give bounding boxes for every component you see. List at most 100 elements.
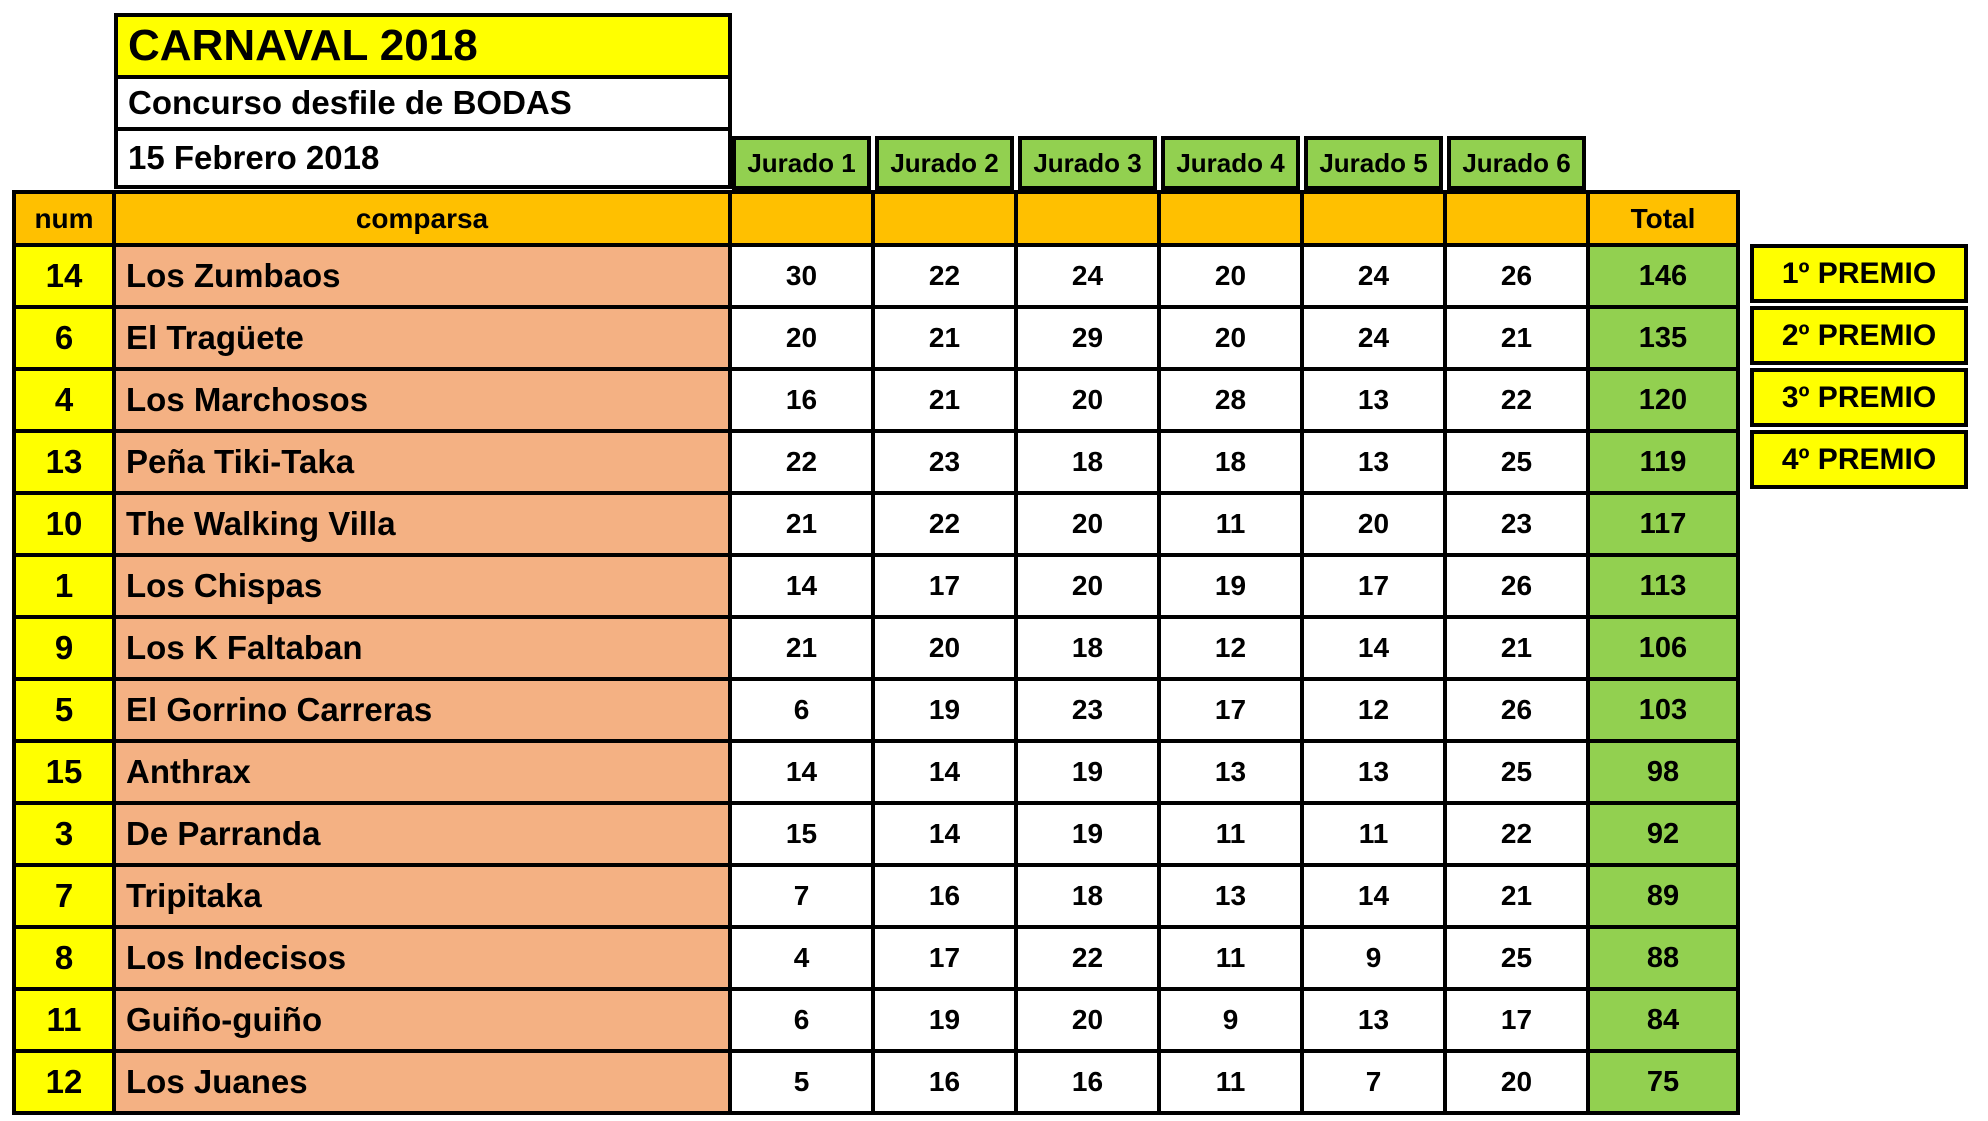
score-cell-jurado-3[interactable]: 20 (1018, 557, 1157, 615)
score-cell-jurado-5[interactable]: 14 (1304, 867, 1443, 925)
score-cell-jurado-6[interactable]: 26 (1447, 681, 1586, 739)
col-header-jurado-spacer[interactable] (875, 194, 1014, 243)
row-num[interactable]: 6 (16, 309, 112, 367)
score-cell-jurado-4[interactable]: 20 (1161, 309, 1300, 367)
score-cell-jurado-4[interactable]: 20 (1161, 247, 1300, 305)
jurado-header-4[interactable]: Jurado 4 (1161, 136, 1300, 190)
score-cell-jurado-3[interactable]: 23 (1018, 681, 1157, 739)
score-cell-jurado-6[interactable]: 22 (1447, 805, 1586, 863)
score-cell-jurado-6[interactable]: 17 (1447, 991, 1586, 1049)
score-cell-jurado-2[interactable]: 17 (875, 929, 1014, 987)
score-cell-jurado-4[interactable]: 28 (1161, 371, 1300, 429)
row-total[interactable]: 113 (1590, 557, 1736, 615)
row-comparsa-name[interactable]: The Walking Villa (116, 495, 728, 553)
row-comparsa-name[interactable]: Guiño-guiño (116, 991, 728, 1049)
score-cell-jurado-1[interactable]: 21 (732, 619, 871, 677)
row-total[interactable]: 120 (1590, 371, 1736, 429)
row-total[interactable]: 103 (1590, 681, 1736, 739)
row-total[interactable]: 89 (1590, 867, 1736, 925)
jurado-header-3[interactable]: Jurado 3 (1018, 136, 1157, 190)
col-header-comparsa[interactable]: comparsa (116, 194, 728, 243)
row-total[interactable]: 92 (1590, 805, 1736, 863)
row-num[interactable]: 12 (16, 1053, 112, 1111)
score-cell-jurado-1[interactable]: 6 (732, 991, 871, 1049)
score-cell-jurado-3[interactable]: 22 (1018, 929, 1157, 987)
score-cell-jurado-2[interactable]: 22 (875, 247, 1014, 305)
row-num[interactable]: 5 (16, 681, 112, 739)
score-cell-jurado-5[interactable]: 11 (1304, 805, 1443, 863)
row-comparsa-name[interactable]: Los Indecisos (116, 929, 728, 987)
row-comparsa-name[interactable]: Peña Tiki-Taka (116, 433, 728, 491)
score-cell-jurado-3[interactable]: 20 (1018, 991, 1157, 1049)
row-num[interactable]: 9 (16, 619, 112, 677)
score-cell-jurado-5[interactable]: 13 (1304, 371, 1443, 429)
score-cell-jurado-5[interactable]: 13 (1304, 433, 1443, 491)
row-num[interactable]: 8 (16, 929, 112, 987)
premio-badge[interactable]: 4º PREMIO (1750, 430, 1968, 489)
score-cell-jurado-3[interactable]: 19 (1018, 805, 1157, 863)
score-cell-jurado-6[interactable]: 21 (1447, 867, 1586, 925)
score-cell-jurado-4[interactable]: 19 (1161, 557, 1300, 615)
score-cell-jurado-6[interactable]: 25 (1447, 929, 1586, 987)
score-cell-jurado-4[interactable]: 13 (1161, 743, 1300, 801)
score-cell-jurado-3[interactable]: 16 (1018, 1053, 1157, 1111)
score-cell-jurado-6[interactable]: 22 (1447, 371, 1586, 429)
col-header-num[interactable]: num (16, 194, 112, 243)
score-cell-jurado-6[interactable]: 25 (1447, 433, 1586, 491)
score-cell-jurado-1[interactable]: 20 (732, 309, 871, 367)
row-num[interactable]: 13 (16, 433, 112, 491)
score-cell-jurado-1[interactable]: 22 (732, 433, 871, 491)
score-cell-jurado-1[interactable]: 15 (732, 805, 871, 863)
row-total[interactable]: 135 (1590, 309, 1736, 367)
score-cell-jurado-4[interactable]: 18 (1161, 433, 1300, 491)
score-cell-jurado-4[interactable]: 12 (1161, 619, 1300, 677)
score-cell-jurado-3[interactable]: 20 (1018, 371, 1157, 429)
row-comparsa-name[interactable]: Anthrax (116, 743, 728, 801)
score-cell-jurado-5[interactable]: 13 (1304, 991, 1443, 1049)
score-cell-jurado-1[interactable]: 14 (732, 557, 871, 615)
row-comparsa-name[interactable]: Los Chispas (116, 557, 728, 615)
score-cell-jurado-3[interactable]: 18 (1018, 433, 1157, 491)
row-comparsa-name[interactable]: Los Zumbaos (116, 247, 728, 305)
row-num[interactable]: 15 (16, 743, 112, 801)
score-cell-jurado-5[interactable]: 20 (1304, 495, 1443, 553)
row-total[interactable]: 119 (1590, 433, 1736, 491)
premio-badge[interactable]: 2º PREMIO (1750, 306, 1968, 365)
score-cell-jurado-4[interactable]: 11 (1161, 1053, 1300, 1111)
score-cell-jurado-3[interactable]: 19 (1018, 743, 1157, 801)
row-num[interactable]: 1 (16, 557, 112, 615)
score-cell-jurado-1[interactable]: 5 (732, 1053, 871, 1111)
row-total[interactable]: 75 (1590, 1053, 1736, 1111)
score-cell-jurado-3[interactable]: 18 (1018, 867, 1157, 925)
col-header-jurado-spacer[interactable] (732, 194, 871, 243)
score-cell-jurado-6[interactable]: 21 (1447, 619, 1586, 677)
row-total[interactable]: 88 (1590, 929, 1736, 987)
jurado-header-5[interactable]: Jurado 5 (1304, 136, 1443, 190)
score-cell-jurado-6[interactable]: 23 (1447, 495, 1586, 553)
score-cell-jurado-1[interactable]: 6 (732, 681, 871, 739)
row-num[interactable]: 11 (16, 991, 112, 1049)
score-cell-jurado-1[interactable]: 7 (732, 867, 871, 925)
col-header-jurado-spacer[interactable] (1304, 194, 1443, 243)
sheet-date[interactable]: 15 Febrero 2018 (114, 127, 732, 189)
jurado-header-6[interactable]: Jurado 6 (1447, 136, 1586, 190)
row-total[interactable]: 98 (1590, 743, 1736, 801)
score-cell-jurado-1[interactable]: 21 (732, 495, 871, 553)
score-cell-jurado-1[interactable]: 14 (732, 743, 871, 801)
row-comparsa-name[interactable]: Tripitaka (116, 867, 728, 925)
row-comparsa-name[interactable]: Los K Faltaban (116, 619, 728, 677)
score-cell-jurado-4[interactable]: 11 (1161, 929, 1300, 987)
score-cell-jurado-6[interactable]: 20 (1447, 1053, 1586, 1111)
col-header-jurado-spacer[interactable] (1161, 194, 1300, 243)
row-comparsa-name[interactable]: Los Marchosos (116, 371, 728, 429)
row-comparsa-name[interactable]: El Tragüete (116, 309, 728, 367)
score-cell-jurado-2[interactable]: 16 (875, 1053, 1014, 1111)
col-header-jurado-spacer[interactable] (1447, 194, 1586, 243)
col-header-jurado-spacer[interactable] (1018, 194, 1157, 243)
score-cell-jurado-3[interactable]: 20 (1018, 495, 1157, 553)
row-total[interactable]: 117 (1590, 495, 1736, 553)
row-comparsa-name[interactable]: Los Juanes (116, 1053, 728, 1111)
score-cell-jurado-3[interactable]: 29 (1018, 309, 1157, 367)
score-cell-jurado-1[interactable]: 16 (732, 371, 871, 429)
score-cell-jurado-6[interactable]: 25 (1447, 743, 1586, 801)
